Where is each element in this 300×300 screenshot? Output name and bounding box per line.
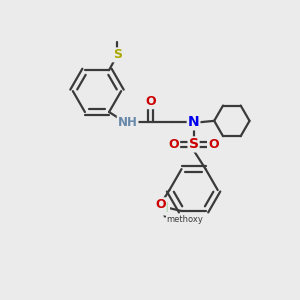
Text: NH: NH <box>118 116 138 129</box>
Text: O: O <box>208 138 219 151</box>
Text: N: N <box>188 115 200 129</box>
Text: methoxy: methoxy <box>167 215 203 224</box>
Text: Cl: Cl <box>156 202 169 214</box>
Text: S: S <box>189 137 199 152</box>
Text: O: O <box>155 198 166 211</box>
Text: O: O <box>169 138 179 151</box>
Text: S: S <box>113 48 122 62</box>
Text: O: O <box>145 95 156 108</box>
